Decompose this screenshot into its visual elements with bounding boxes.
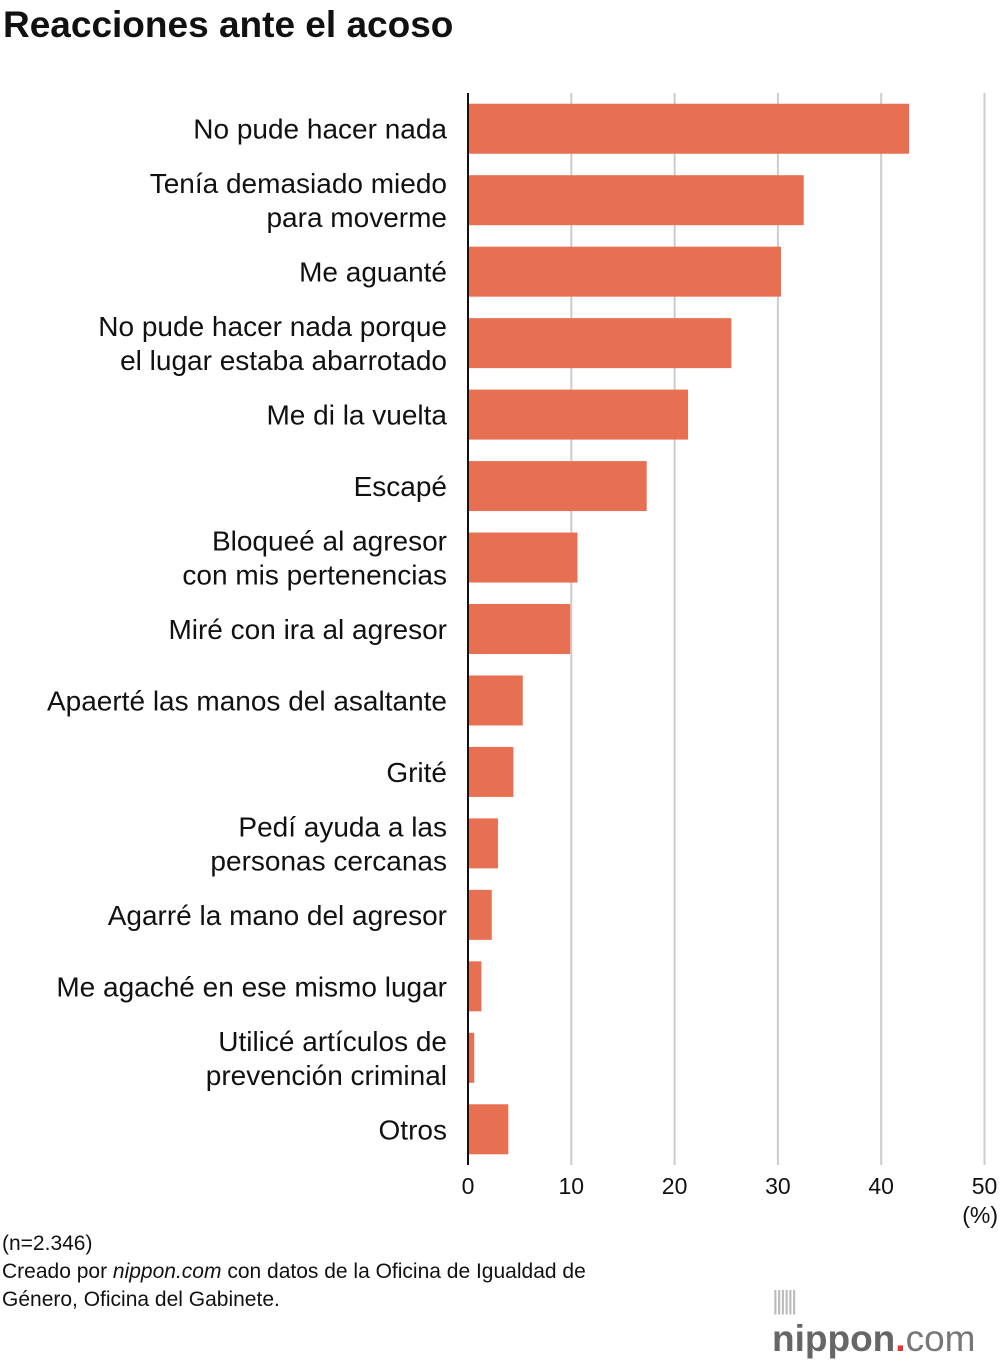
bar (468, 818, 498, 869)
x-tick-label: 40 (868, 1173, 894, 1199)
bar (468, 532, 578, 583)
bar (468, 103, 910, 154)
credit-prefix: Creado por (2, 1260, 113, 1283)
credit-rest: con datos de la Oficina de Igualdad de (221, 1260, 586, 1283)
category-label: Me aguanté (299, 257, 447, 288)
footer: (n=2.346) Creado por nippon.com con dato… (2, 1230, 586, 1314)
x-tick-label: 30 (765, 1173, 791, 1199)
category-label: Me di la vuelta (266, 400, 447, 431)
bar (468, 675, 523, 726)
category-label: No pude hacer nada (193, 114, 447, 145)
bar (468, 175, 804, 226)
bar (468, 318, 732, 369)
category-label: personas cercanas (210, 845, 447, 876)
category-label: Bloqueé al agresor (212, 526, 447, 557)
sample-size: (n=2.346) (2, 1232, 93, 1255)
category-label: Me agaché en ese mismo lugar (56, 971, 447, 1002)
category-label: Tenía demasiado miedo (150, 168, 447, 199)
category-label: Apaerté las manos del asaltante (47, 685, 447, 716)
bar (468, 1104, 509, 1155)
category-label: Agarré la mano del agresor (108, 900, 447, 931)
credit-line-2: Género, Oficina del Gabinete. (2, 1288, 280, 1311)
bar (468, 1032, 475, 1083)
logo-dot: . (895, 1318, 906, 1359)
bar-chart: 0 10 20 30 40 50 (%) No pude hacer nada Tenía de… (47, 93, 998, 1228)
x-tick-label: 20 (662, 1173, 688, 1199)
bar (468, 889, 492, 940)
chart-title: Reacciones ante el acoso (3, 4, 454, 45)
category-label: No pude hacer nada porque (98, 311, 447, 342)
bar (468, 246, 781, 297)
credit-line: Creado por nippon.com con datos de la Of… (2, 1258, 586, 1286)
bar (468, 961, 482, 1012)
category-label: Miré con ira al agresor (168, 614, 447, 645)
x-tick-label: 10 (559, 1173, 585, 1199)
bar (468, 746, 514, 797)
category-label: Grité (386, 757, 447, 788)
category-label: Utilicé artículos de (218, 1026, 447, 1057)
category-label: con mis pertenencias (182, 560, 447, 591)
x-tick-label: 0 (462, 1173, 475, 1199)
sound-wave-icon: |||||| (772, 1285, 797, 1315)
category-label: prevención criminal (206, 1060, 447, 1091)
x-unit-label: (%) (962, 1202, 998, 1228)
logo-tld: com (905, 1318, 976, 1359)
bar (468, 461, 647, 512)
category-label: el lugar estaba abarrotado (120, 345, 447, 376)
category-label: para moverme (266, 202, 447, 233)
credit-site: nippon.com (112, 1260, 222, 1283)
nippon-logo: |||||| nippon.com (772, 1276, 1000, 1360)
category-label: Escapé (354, 471, 447, 502)
bar (468, 604, 571, 654)
x-tick-label: 50 (972, 1173, 998, 1199)
bar (468, 389, 689, 440)
logo-name: nippon (772, 1318, 896, 1359)
category-label: Pedí ayuda a las (238, 811, 447, 842)
category-label: Otros (379, 1114, 447, 1145)
